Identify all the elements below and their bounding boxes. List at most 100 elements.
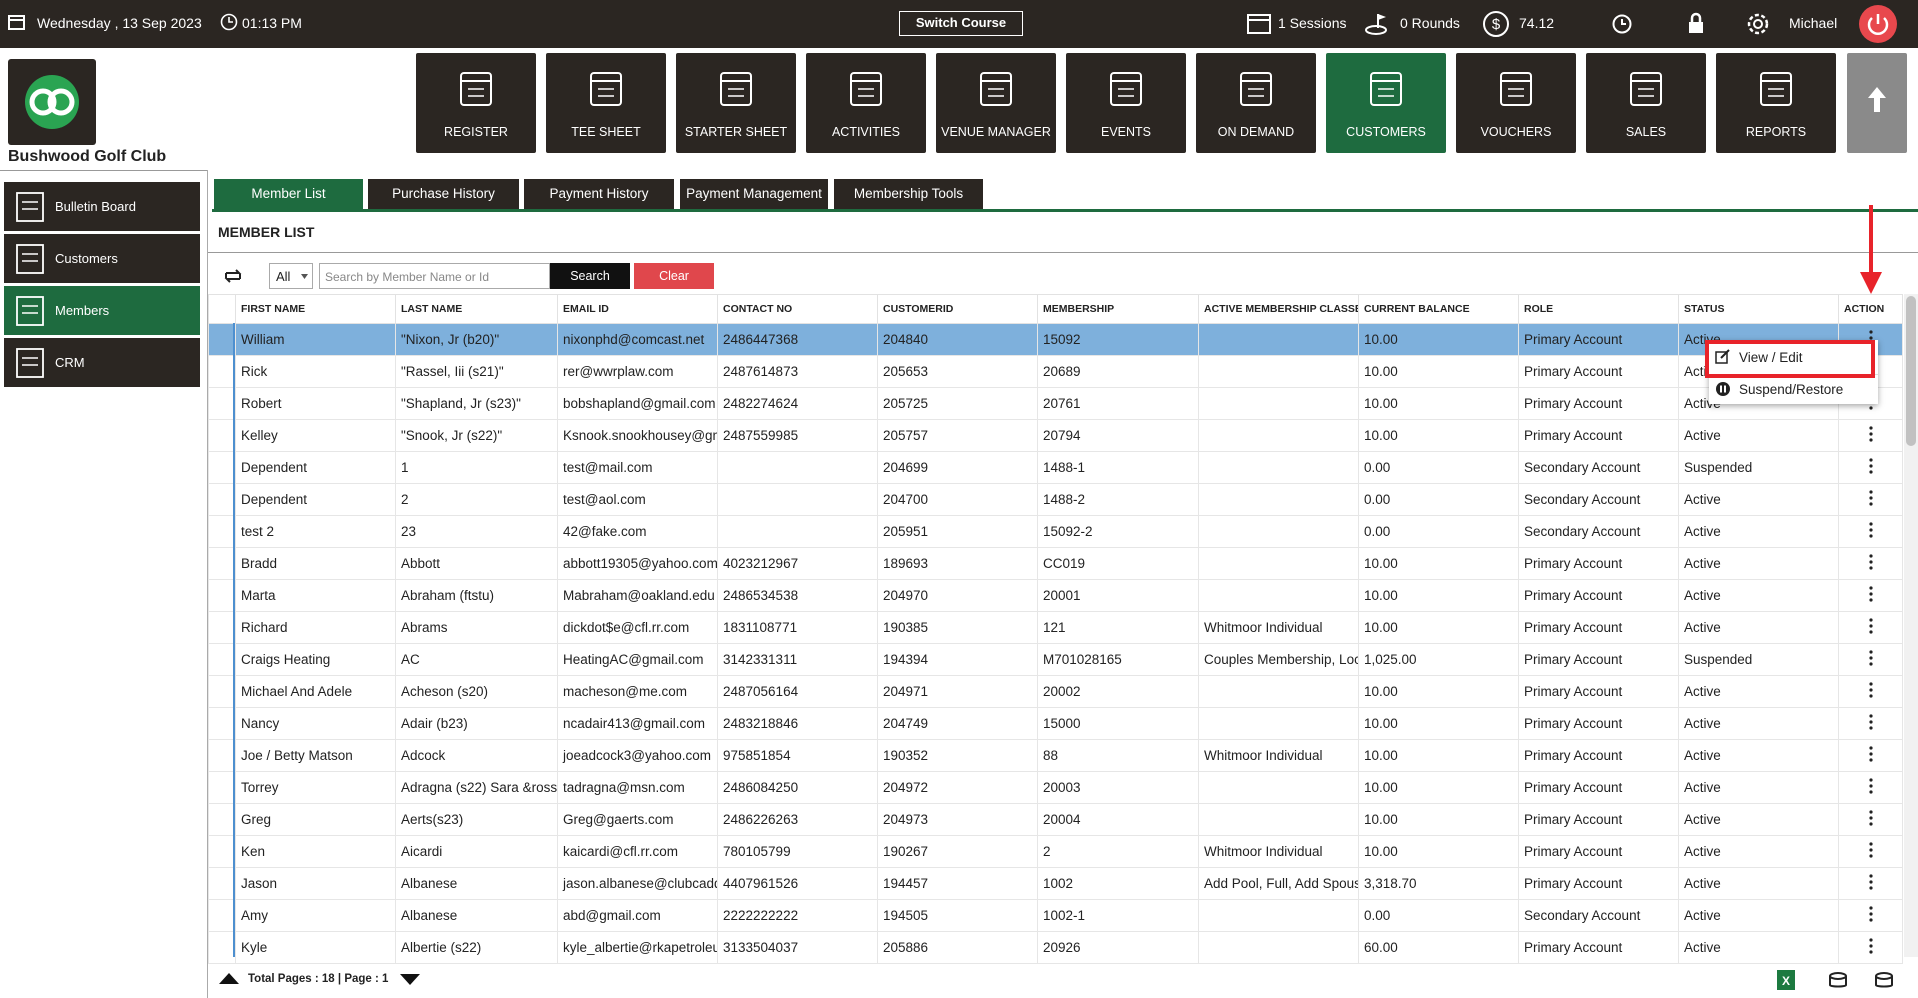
action-cell[interactable] [1838, 451, 1903, 484]
table-row[interactable]: Michael And Adele Acheson (s20) macheson@m… [208, 675, 1903, 708]
nav-button[interactable]: CUSTOMERS [1326, 53, 1446, 153]
nav-label: TEE SHEET [571, 125, 641, 139]
table-row[interactable]: Bradd Abbott abbott19305@yahoo.com 40232129… [208, 547, 1903, 580]
tab[interactable]: Membership Tools [834, 179, 983, 209]
table-row[interactable]: William "Nixon, Jr (b20)" nixonphd@comcast… [208, 323, 1903, 356]
column-header[interactable]: EMAIL ID [557, 294, 718, 324]
lock-icon[interactable] [1686, 12, 1706, 36]
table-cell: Aicardi [395, 835, 558, 868]
nav-button[interactable]: VENUE MANAGER [936, 53, 1056, 153]
action-cell[interactable] [1838, 515, 1903, 548]
table-row[interactable]: Nancy Adair (b23) ncadair413@gmail.com 2483… [208, 707, 1903, 740]
table-row[interactable]: Ken Aicardi kaicardi@cfl.rr.com 780105799 19… [208, 835, 1903, 868]
page-up[interactable] [218, 971, 240, 985]
column-header[interactable]: ROLE [1518, 294, 1679, 324]
menu-item[interactable]: Suspend/Restore [1739, 382, 1844, 397]
action-cell[interactable] [1838, 803, 1903, 836]
filter-select[interactable]: All [269, 263, 313, 289]
nav-button[interactable]: STARTER SHEET [676, 53, 796, 153]
search-button[interactable]: Search [550, 263, 630, 289]
table-row[interactable]: Kelley "Snook, Jr (s22)" Ksnook.snookhouse… [208, 419, 1903, 452]
nav-button[interactable]: ON DEMAND [1196, 53, 1316, 153]
scroll-thumb[interactable] [1906, 296, 1916, 446]
table-cell: nixonphd@comcast.net [557, 323, 718, 356]
action-cell[interactable] [1838, 579, 1903, 612]
action-cell[interactable] [1838, 771, 1903, 804]
table-cell: Active [1678, 419, 1839, 452]
nav-button[interactable]: TEE SHEET [546, 53, 666, 153]
caret [301, 274, 308, 279]
header-row: FIRST NAME LAST NAME EMAIL ID CONTACT NO CUS… [208, 294, 1903, 324]
table-row[interactable]: JasonAlbanesejason.albanese@clubcaddie.c… [208, 867, 1903, 900]
export-icons[interactable]: X [1775, 967, 1905, 993]
action-cell[interactable] [1838, 643, 1903, 676]
sidebar-item[interactable]: CRM [4, 338, 200, 387]
column-header[interactable]: FIRST NAME [235, 294, 396, 324]
table-row[interactable]: Torrey Adragna (s22) Sara &ross tadragna@m… [208, 771, 1903, 804]
table-row[interactable]: test 2 23 42@fake.com 205951 15092-2 0.00 Seco… [208, 515, 1903, 548]
column-header[interactable]: CONTACT NO [717, 294, 878, 324]
action-cell[interactable] [1838, 931, 1903, 964]
gutter [208, 419, 236, 452]
nav-button[interactable]: REPORTS [1716, 53, 1836, 153]
tab[interactable]: Member List [214, 179, 363, 209]
action-cell[interactable] [1838, 547, 1903, 580]
action-cell[interactable] [1838, 483, 1903, 516]
action-cell[interactable] [1838, 739, 1903, 772]
table-cell: Greg [235, 803, 396, 836]
page-down[interactable] [399, 973, 421, 987]
power-button[interactable] [1858, 4, 1898, 44]
tab[interactable]: Payment History [524, 179, 674, 209]
table-row[interactable]: Rick "Rassel, Iii (s21)" rer@wwrplaw.com 24… [208, 355, 1903, 388]
column-header[interactable]: LAST NAME [395, 294, 558, 324]
sidebar-item[interactable]: Customers [4, 234, 200, 283]
nav-button[interactable]: SALES [1586, 53, 1706, 153]
action-cell[interactable] [1838, 419, 1903, 452]
action-cell[interactable] [1838, 835, 1903, 868]
nav-button[interactable]: REGISTER [416, 53, 536, 153]
table-cell: jason.albanese@clubcaddie.com [557, 867, 718, 900]
table-cell: 2482274624 [717, 387, 878, 420]
column-header[interactable]: ACTIVE MEMBERSHIP CLASSES [1198, 294, 1359, 324]
action-cell[interactable] [1838, 867, 1903, 900]
nav-icon [1500, 72, 1532, 106]
collapse-button[interactable] [1847, 53, 1907, 153]
table-cell: 23 [395, 515, 558, 548]
nav-button[interactable]: EVENTS [1066, 53, 1186, 153]
table-row[interactable]: Amy Albanese abd@gmail.com 2222222222 194505… [208, 899, 1903, 932]
action-cell[interactable] [1838, 611, 1903, 644]
table-cell: 15092 [1037, 323, 1199, 356]
nav-button[interactable]: VOUCHERS [1456, 53, 1576, 153]
table-row[interactable]: Craigs Heating AC HeatingAC@gmail.com 31423… [208, 643, 1903, 676]
tab[interactable]: Purchase History [368, 179, 519, 209]
action-cell[interactable] [1838, 707, 1903, 740]
tab[interactable]: Payment Management [680, 179, 828, 209]
sidebar-item[interactable]: Members [4, 286, 200, 335]
clear-button[interactable]: Clear [634, 263, 714, 289]
clock-icon [220, 13, 238, 31]
table-row[interactable]: Joe / Betty Matson Adcock joeadcock3@yahoo… [208, 739, 1903, 772]
table-row[interactable]: Marta Abraham (ftstu) Mabraham@oakland.edu… [208, 579, 1903, 612]
column-header[interactable]: CURRENT BALANCE [1358, 294, 1519, 324]
column-header[interactable]: STATUS [1678, 294, 1839, 324]
column-header[interactable]: CUSTOMERID [877, 294, 1038, 324]
nav-button[interactable]: ACTIVITIES [806, 53, 926, 153]
column-header[interactable]: ACTION [1838, 294, 1903, 324]
table-row[interactable]: Robert "Shapland, Jr (s23)" bobshapland@gm… [208, 387, 1903, 420]
menu-item[interactable]: View / Edit [1739, 350, 1803, 365]
table-row[interactable]: Dependent 1 test@mail.com 204699 1488-1 0.00 S… [208, 451, 1903, 484]
table-row[interactable]: Richard Abrams dickdot$e@cfl.rr.com 1831108… [208, 611, 1903, 644]
sidebar-item[interactable]: Bulletin Board [4, 182, 200, 231]
switch-course-button[interactable]: Switch Course [899, 11, 1023, 36]
table-row[interactable]: Greg Aerts(s23) Greg@gaerts.com 2486226263 2… [208, 803, 1903, 836]
action-cell[interactable] [1838, 899, 1903, 932]
search-input[interactable]: Search by Member Name or Id [319, 263, 550, 289]
action-cell[interactable] [1838, 675, 1903, 708]
history-icon[interactable] [1611, 13, 1633, 35]
table-row[interactable]: Dependent 2 test@aol.com 204700 1488-2 0.00 Se… [208, 483, 1903, 516]
settings-icon[interactable] [1744, 10, 1772, 38]
column-header[interactable]: MEMBERSHIP [1037, 294, 1199, 324]
scrollbar[interactable] [1904, 294, 1918, 957]
table-row[interactable]: Kyle Albertie (s22) kyle_albertie@rkapetro… [208, 931, 1903, 964]
refresh-button[interactable] [222, 265, 244, 287]
